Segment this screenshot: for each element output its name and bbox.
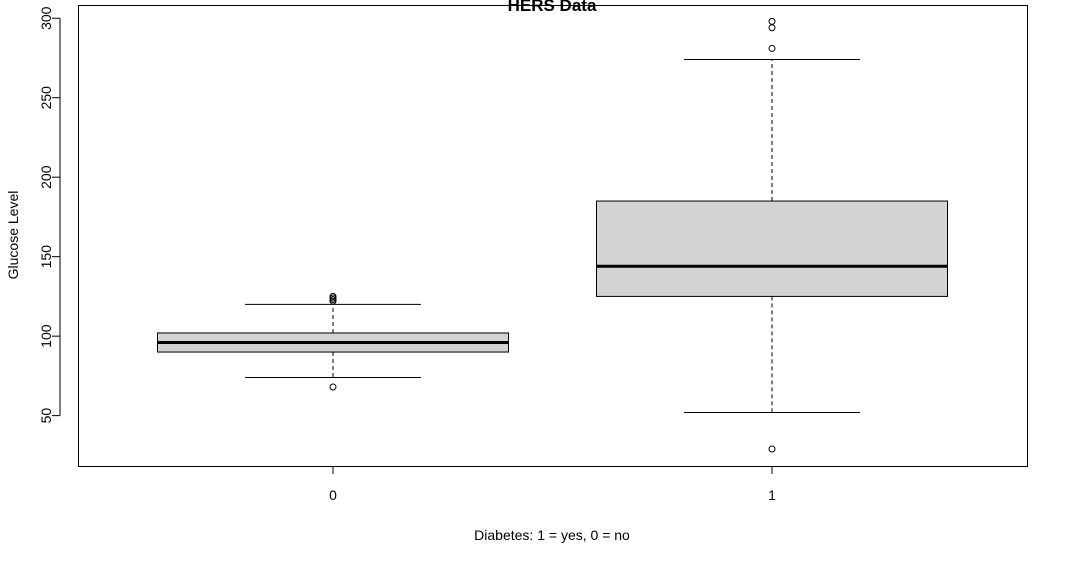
plot-frame <box>78 5 1028 467</box>
y-tick-label-50: 50 <box>38 408 54 424</box>
box-1-iqr-rect <box>596 200 948 297</box>
box-1-outlier-0 <box>768 445 776 453</box>
y-tick-label-300: 300 <box>38 6 54 30</box>
box-0-outlier-0 <box>329 383 337 391</box>
chart-title: HERS Data <box>508 0 597 15</box>
box-0-outlier-4 <box>329 292 337 300</box>
x-tick-label-1: 1 <box>768 487 776 503</box>
x-axis-label: Diabetes: 1 = yes, 0 = no <box>474 527 630 543</box>
box-1-outlier-3 <box>768 17 776 25</box>
y-tick-label-100: 100 <box>38 324 54 348</box>
y-tick-label-250: 250 <box>38 86 54 110</box>
box-1-outlier-1 <box>768 44 776 52</box>
x-tick-label-0: 0 <box>329 487 337 503</box>
box-1-outlier-2 <box>768 24 776 32</box>
y-tick-label-200: 200 <box>38 165 54 189</box>
y-tick-label-150: 150 <box>38 245 54 269</box>
y-axis-label: Glucose Level <box>5 191 21 280</box>
